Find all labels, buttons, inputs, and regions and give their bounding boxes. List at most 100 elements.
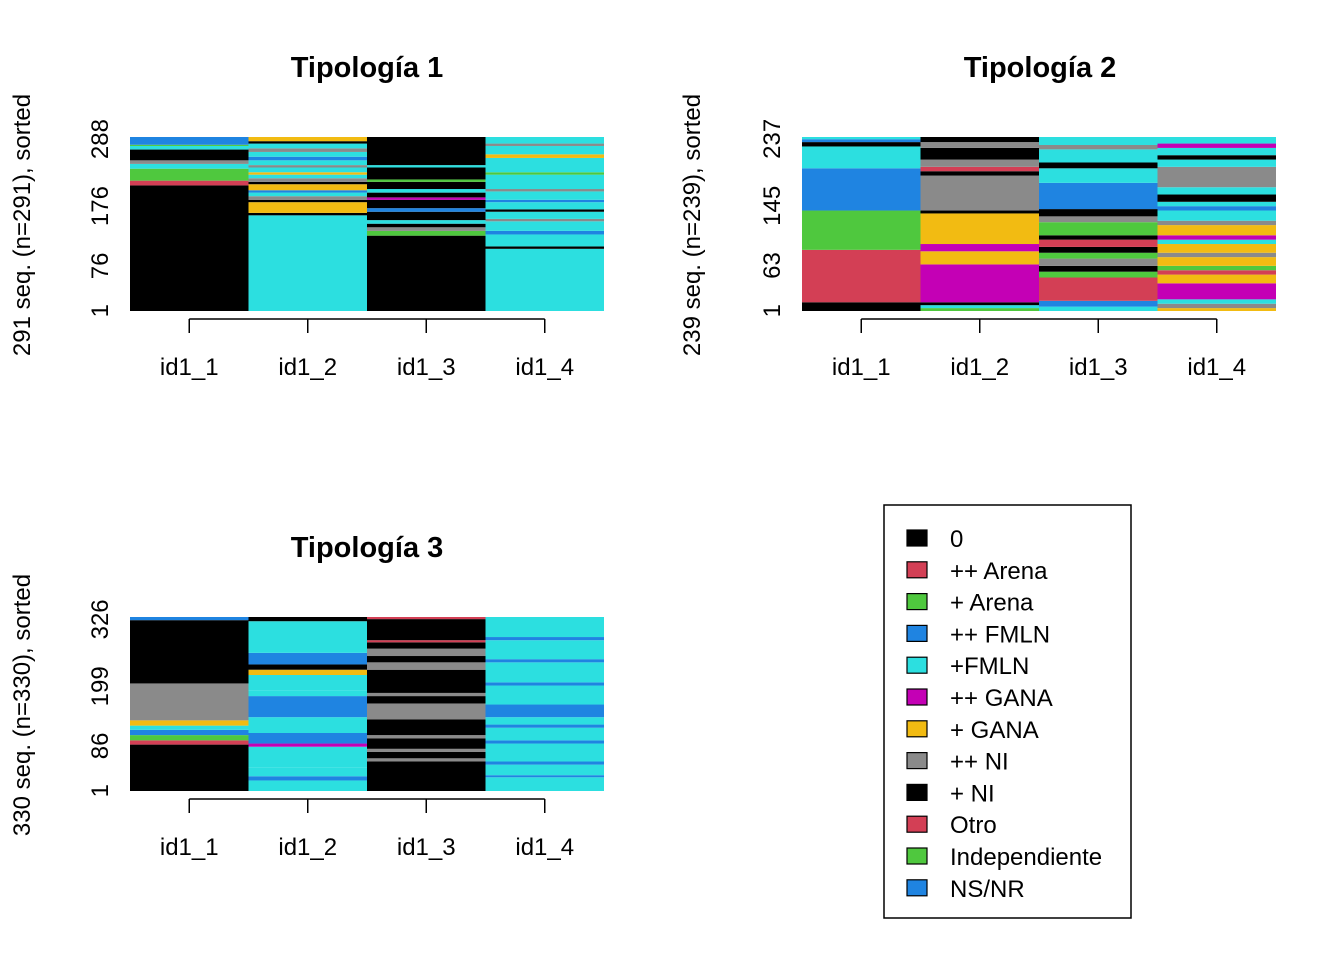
state-block	[802, 137, 921, 140]
state-block	[367, 199, 486, 209]
state-block	[367, 197, 486, 200]
state-block	[130, 735, 249, 741]
state-block	[367, 165, 486, 168]
state-block	[367, 761, 486, 791]
state-block	[485, 137, 604, 144]
sequence-column-id1_3	[1039, 137, 1158, 311]
state-block	[248, 733, 367, 744]
state-block	[485, 764, 604, 776]
state-block	[367, 223, 486, 228]
state-block	[485, 743, 604, 762]
state-block	[248, 192, 367, 197]
state-block	[1157, 201, 1276, 207]
y-tick-label: 145	[759, 186, 786, 226]
x-tick-label: id1_3	[397, 354, 456, 381]
x-tick-label: id1_4	[515, 834, 574, 861]
legend-swatch	[906, 688, 928, 706]
sequence-column-id1_2	[248, 137, 367, 311]
state-block	[248, 137, 367, 142]
state-block	[248, 780, 367, 791]
legend-label: Independiente	[950, 844, 1102, 871]
state-block	[485, 218, 604, 222]
state-block	[485, 637, 604, 641]
state-block	[1157, 274, 1276, 284]
legend-label: 0	[950, 526, 963, 553]
state-block	[1039, 182, 1158, 210]
state-block	[920, 308, 1039, 311]
state-block	[485, 246, 604, 249]
state-block	[248, 212, 367, 216]
state-block	[130, 163, 249, 169]
state-block	[1039, 239, 1158, 247]
legend-label: Otro	[950, 812, 997, 839]
legend-label: ++ NI	[950, 749, 1009, 776]
state-block	[920, 213, 1039, 245]
state-block	[485, 775, 604, 778]
state-block	[248, 174, 367, 179]
panel-2: Tipología 2 239 seq. (n=239), sorted 1 63 14…	[679, 52, 1276, 381]
sequence-column-id1_1	[130, 137, 249, 311]
state-block	[367, 640, 486, 643]
y-tick-label: 1	[87, 784, 114, 797]
x-tick-label: id1_3	[1069, 354, 1128, 381]
panel-3: Tipología 3 330 seq. (n=330), sorted 1 86 19…	[9, 532, 604, 861]
state-block	[367, 179, 486, 182]
state-block	[1157, 308, 1276, 311]
state-block	[248, 199, 367, 203]
state-block	[367, 692, 486, 697]
sequence-column-id1_2	[920, 137, 1039, 311]
state-block	[802, 210, 921, 250]
state-block	[248, 690, 367, 697]
state-block	[248, 743, 367, 747]
state-block	[802, 302, 921, 311]
sequence-column-id1_4	[485, 137, 604, 311]
state-block	[1039, 162, 1158, 169]
state-block	[485, 724, 604, 728]
state-block	[248, 717, 367, 733]
state-block	[485, 777, 604, 791]
state-block	[485, 157, 604, 173]
state-block	[248, 196, 367, 200]
state-block	[920, 302, 1039, 306]
state-block	[1039, 246, 1158, 253]
state-block	[367, 648, 486, 657]
x-tick-label: id1_1	[832, 354, 891, 381]
state-block	[485, 659, 604, 663]
sequence-column-id1_4	[485, 617, 604, 791]
state-block	[1157, 220, 1276, 226]
state-block	[130, 149, 249, 161]
state-block	[1157, 194, 1276, 202]
state-block	[248, 664, 367, 670]
x-tick-label: id1_3	[397, 834, 456, 861]
state-block	[367, 735, 486, 739]
state-block	[485, 248, 604, 311]
state-block	[485, 230, 604, 235]
panel-title: Tipología 3	[291, 532, 444, 564]
state-block	[1039, 149, 1158, 163]
state-block	[1157, 270, 1276, 275]
legend-swatch	[906, 879, 928, 897]
state-block	[248, 215, 367, 311]
state-block	[367, 235, 486, 311]
state-block	[130, 740, 249, 745]
y-tick-label: 76	[87, 253, 114, 280]
state-block	[1039, 216, 1158, 223]
state-block	[1157, 187, 1276, 195]
state-block	[1157, 257, 1276, 266]
state-block	[485, 640, 604, 660]
state-block	[248, 160, 367, 166]
y-tick-label: 1	[759, 304, 786, 317]
state-block	[248, 617, 367, 622]
state-block	[367, 208, 486, 212]
state-block	[367, 189, 486, 193]
state-block	[367, 656, 486, 663]
state-block	[130, 617, 249, 621]
legend-items: 0 ++ Arena + Arena ++ FMLN +FMLN ++ GANA + GAN…	[906, 526, 1102, 903]
legend-swatch	[906, 847, 928, 865]
state-block	[248, 151, 367, 157]
state-block	[920, 159, 1039, 167]
state-block	[248, 776, 367, 781]
